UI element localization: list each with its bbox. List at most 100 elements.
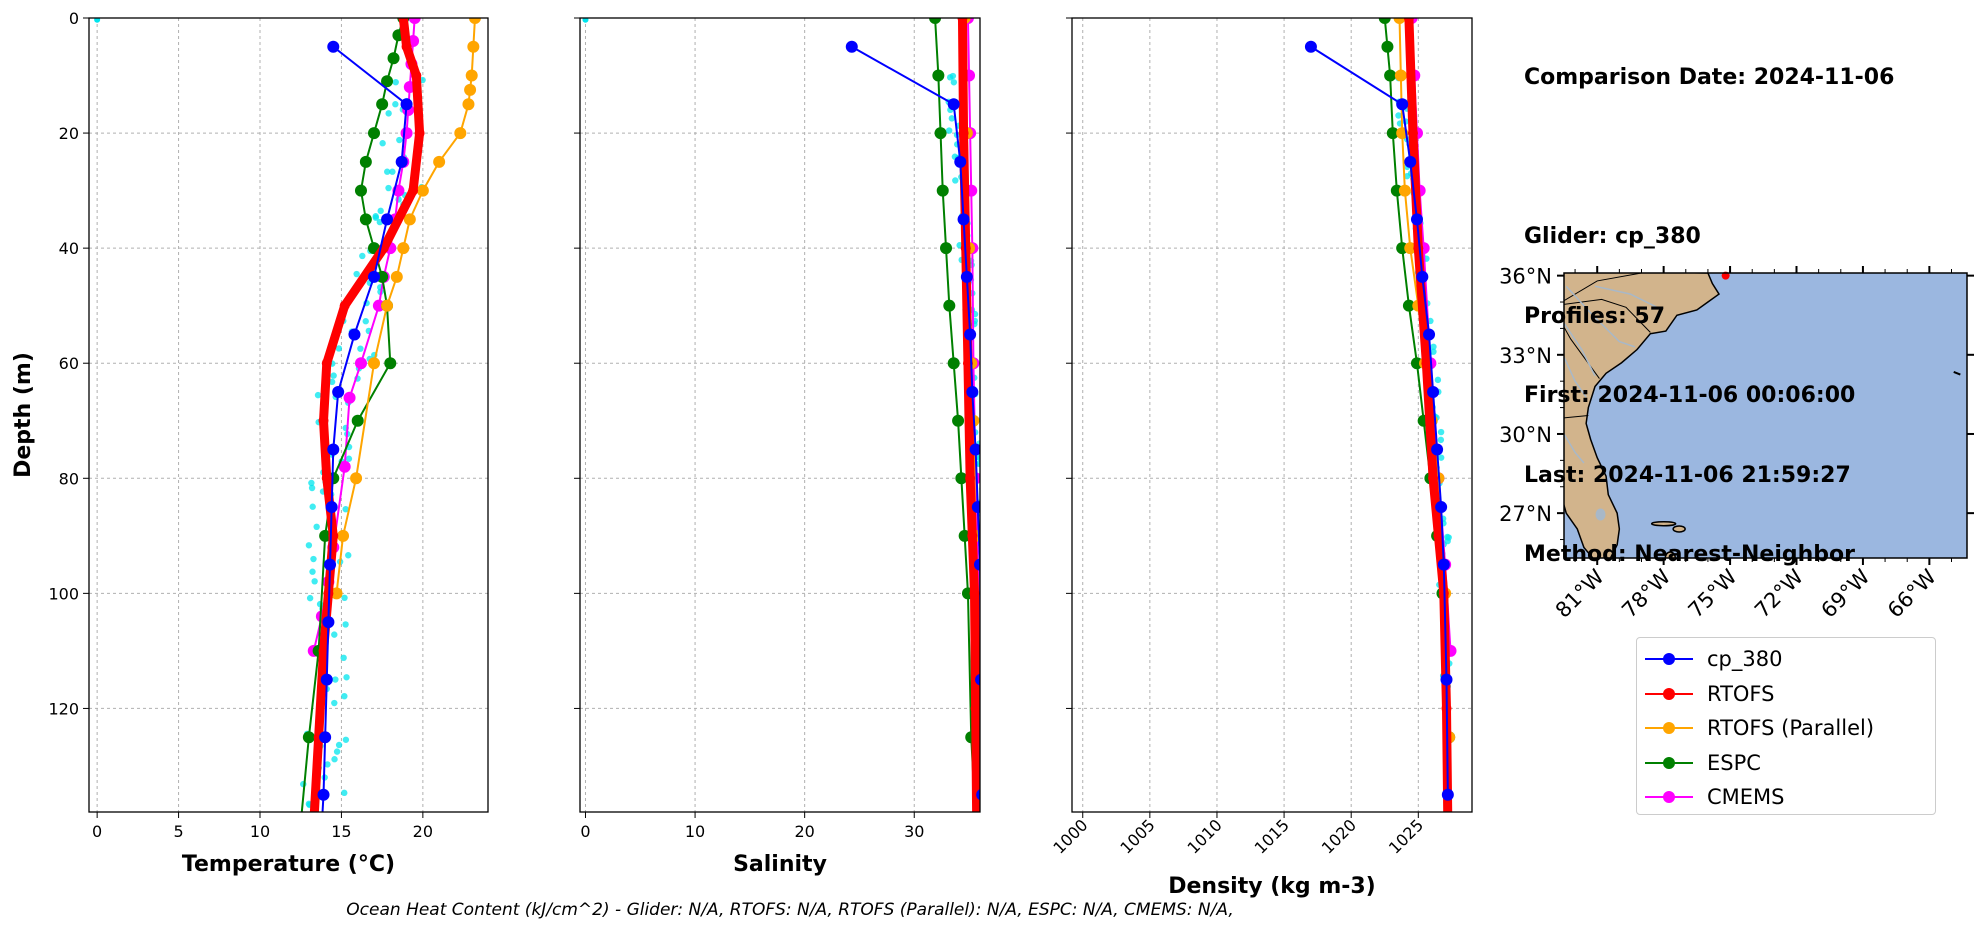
glider-profile-point [982, 585, 988, 591]
series-point-rtofs-parallel- [337, 529, 350, 542]
x-tick-label: 1015 [1251, 815, 1293, 857]
legend-label: RTOFS (Parallel) [1707, 716, 1875, 740]
series-point-rtofs [321, 358, 332, 369]
lat-tick-label: 36°N [1499, 265, 1552, 289]
gulf-coast [1564, 502, 1594, 558]
series-point-espc [929, 18, 942, 24]
glider-profile-point [343, 674, 350, 681]
legend-label: cp_380 [1707, 647, 1783, 671]
glider-profile-point [392, 78, 399, 86]
x-tick-label: 0 [580, 822, 590, 841]
series-point-espc [947, 357, 960, 370]
series-point-rtofs [339, 300, 350, 311]
series-point-espc [387, 52, 400, 65]
series-point-rtofs [1443, 819, 1453, 829]
series-point-rtofs [414, 128, 425, 139]
series-point-rtofs-parallel- [350, 472, 363, 485]
series-point-cp-380 [381, 213, 394, 226]
legend-marker-icon [1645, 753, 1693, 773]
glider-profile-point [321, 818, 327, 824]
glider-profile-point [341, 692, 348, 700]
glider-profile-point [345, 552, 352, 559]
series-point-cp-380 [316, 818, 328, 830]
series-point-rtofs-parallel- [462, 98, 475, 111]
glider-profile-point [335, 741, 343, 749]
series-point-cp-380 [1435, 501, 1448, 514]
series-point-rtofs-parallel- [454, 127, 467, 140]
series-point-cp-380 [954, 155, 967, 168]
series-line-rtofs-parallel- [335, 18, 476, 594]
legend-item-cp-380: cp_380 [1645, 642, 1782, 676]
river [1564, 433, 1585, 464]
series-point-rtofs [408, 185, 419, 196]
y-axis-label: Depth (m) [11, 352, 36, 478]
comparison-date: Comparison Date: 2024-11-06 [1524, 65, 1895, 90]
series-point-rtofs [1407, 128, 1418, 139]
legend-item-rtofs-parallel: RTOFS (Parallel) [1645, 711, 1874, 745]
glider-profile-point [385, 110, 392, 117]
series-point-rtofs [321, 473, 332, 484]
glider-profile-point [946, 74, 954, 81]
glider-profile-point [328, 378, 336, 386]
glider-profile-point [313, 523, 320, 531]
series-point-cp-380 [324, 558, 337, 571]
series-point-rtofs [309, 819, 319, 829]
glider-profile-point [392, 101, 399, 108]
legend-item-espc: ESPC [1645, 746, 1761, 780]
glider-profile-point [396, 136, 403, 144]
series-point-cp-380 [845, 40, 858, 53]
series-point-espc [302, 731, 315, 744]
series-point-cp-380 [957, 213, 970, 226]
island [1672, 525, 1686, 533]
series-point-cp-380 [975, 673, 980, 686]
series-point-cmems [408, 18, 421, 24]
series-point-rtofs-parallel- [390, 270, 403, 283]
series-point-rtofs-parallel- [465, 69, 478, 82]
x-axis-label: Salinity [733, 852, 827, 877]
y-tick-label: 0 [69, 9, 79, 28]
glider-profile-point [1434, 376, 1442, 384]
series-point-cp-380 [1440, 673, 1453, 686]
info-spacer [1524, 145, 1894, 172]
glider-profile-point [950, 79, 958, 86]
series-point-rtofs [957, 18, 968, 23]
series-point-cp-380 [327, 40, 340, 53]
x-axis-label: Density (kg m-3) [1168, 874, 1376, 899]
x-tick-label: 1000 [1049, 815, 1091, 857]
series-point-rtofs [411, 70, 422, 81]
x-tick-label: 30 [904, 822, 924, 841]
series-point-cp-380 [1431, 443, 1444, 456]
lat-tick-label: 33°N [1499, 344, 1552, 368]
glider-profile-point [94, 18, 101, 23]
glider-profile-point [340, 654, 347, 662]
glider-profile-point [335, 345, 343, 352]
glider-profile-point [1437, 436, 1445, 444]
last-time: Last: 2024-11-06 21:59:27 [1524, 462, 1851, 488]
glider-profile-point [324, 761, 331, 768]
series-point-espc [359, 213, 372, 226]
series-point-cp-380 [327, 443, 340, 456]
series-point-rtofs-parallel- [330, 587, 343, 600]
series-point-cp-380 [348, 328, 361, 341]
glider-profile-point [952, 177, 959, 184]
glider-profile-point [342, 505, 349, 513]
x-tick-label: 1005 [1116, 815, 1158, 857]
series-point-cp-380 [966, 385, 979, 398]
series-point-espc [1378, 18, 1391, 24]
x-tick-label: 1020 [1318, 815, 1360, 857]
state-border [1564, 415, 1589, 419]
series-point-cp-380 [317, 788, 330, 801]
x-tick-label: 0 [92, 822, 102, 841]
series-point-espc [936, 184, 949, 197]
series-point-espc [955, 472, 968, 485]
glider-profile-point [384, 168, 391, 175]
glider-profile-point [1437, 428, 1445, 436]
series-point-rtofs [972, 819, 982, 829]
profile-panel-3: 1000 1005 1010 1015 1020 1025 Density (kg m-3) [1049, 17, 1473, 899]
series-point-rtofs-parallel- [1394, 69, 1407, 82]
glider-profile-point [330, 372, 337, 379]
series-point-rtofs [398, 18, 409, 23]
legend-item-rtofs: RTOFS [1645, 677, 1774, 711]
series-point-cmems [343, 391, 356, 404]
